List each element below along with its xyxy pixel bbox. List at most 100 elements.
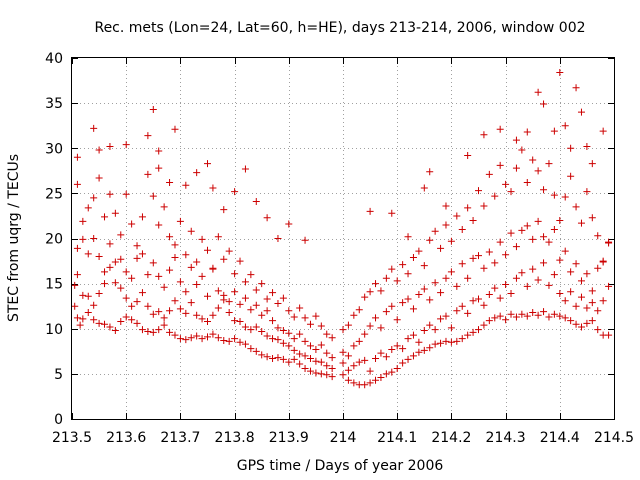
data-point	[355, 337, 363, 345]
data-point	[409, 331, 417, 339]
data-point	[301, 352, 309, 360]
data-point	[399, 345, 407, 353]
y-tick-label: 25	[45, 186, 63, 202]
data-point	[122, 313, 130, 321]
data-point	[361, 381, 369, 389]
data-point	[133, 242, 141, 250]
data-point	[475, 187, 482, 195]
data-point	[529, 309, 537, 317]
data-point	[502, 281, 510, 289]
data-point	[491, 259, 499, 267]
data-point	[193, 169, 201, 177]
y-tick-label: 35	[45, 96, 63, 112]
data-point	[209, 311, 217, 319]
data-point	[258, 327, 266, 335]
data-point	[512, 136, 520, 144]
data-point	[138, 289, 146, 297]
data-point	[296, 330, 304, 338]
data-point	[263, 307, 271, 315]
data-point	[447, 237, 455, 245]
data-point	[453, 307, 461, 315]
x-tick-label: 214.5	[594, 430, 634, 446]
data-point	[247, 345, 255, 353]
data-point	[328, 334, 336, 342]
data-point	[263, 332, 271, 340]
data-point	[496, 312, 504, 320]
data-point	[366, 322, 374, 330]
data-point	[171, 125, 179, 133]
data-point	[247, 271, 255, 279]
data-point	[502, 180, 510, 188]
data-point	[269, 317, 277, 325]
data-point	[160, 283, 168, 291]
x-tick-label: 213.8	[215, 430, 255, 446]
data-point	[567, 172, 575, 180]
data-point	[133, 298, 141, 306]
data-point	[458, 225, 466, 233]
data-point	[512, 164, 520, 172]
data-point	[442, 221, 450, 229]
data-point	[133, 319, 141, 327]
data-point	[366, 288, 374, 296]
data-point	[344, 321, 352, 329]
data-point	[534, 88, 542, 96]
data-point	[561, 247, 569, 255]
y-tick-label: 40	[45, 51, 63, 67]
data-point	[567, 288, 575, 296]
data-point	[71, 302, 79, 310]
data-point	[464, 309, 472, 317]
data-point	[480, 321, 488, 329]
data-point	[437, 244, 445, 252]
data-point	[594, 326, 602, 334]
x-tick-label: 214.4	[540, 430, 580, 446]
data-point	[372, 280, 380, 288]
data-point	[214, 334, 222, 342]
data-point	[534, 311, 542, 319]
data-points	[71, 68, 613, 389]
data-point	[393, 277, 401, 285]
data-point	[182, 288, 190, 296]
data-point	[296, 304, 304, 312]
data-point	[594, 307, 602, 315]
data-point	[550, 271, 558, 279]
y-tick-labels: 0 5 10 15 20 25 30 35 40	[45, 51, 63, 428]
data-point	[469, 254, 477, 262]
data-point	[323, 349, 331, 357]
data-point	[415, 290, 423, 298]
data-point	[73, 244, 81, 252]
data-point	[193, 332, 201, 340]
data-point	[241, 323, 249, 331]
data-point	[426, 168, 434, 176]
data-point	[79, 235, 87, 243]
data-point	[296, 350, 304, 358]
data-point	[388, 209, 396, 217]
data-point	[95, 146, 103, 154]
data-point	[149, 192, 157, 200]
data-point	[382, 353, 390, 361]
chart-title: Rec. mets (Lon=24, Lat=60, h=HE), days 2…	[94, 20, 585, 36]
data-point	[399, 299, 407, 307]
data-point	[572, 260, 580, 268]
data-point	[187, 263, 195, 271]
data-point	[231, 188, 239, 196]
data-point	[274, 235, 282, 242]
data-point	[431, 340, 439, 348]
data-point	[404, 355, 412, 363]
data-point	[171, 253, 179, 261]
data-point	[594, 264, 602, 272]
data-point	[350, 311, 358, 319]
data-point	[550, 225, 558, 233]
data-point	[485, 317, 493, 325]
data-point	[285, 342, 293, 350]
y-tick-label: 10	[45, 322, 63, 338]
data-point	[577, 277, 585, 285]
data-point	[198, 235, 206, 243]
y-tick-label: 15	[45, 277, 63, 293]
data-point	[290, 355, 298, 363]
data-point	[431, 279, 439, 287]
data-point	[458, 335, 466, 343]
data-point	[306, 367, 314, 375]
data-point	[317, 358, 325, 366]
data-point	[361, 330, 369, 338]
y-axis-label: STEC from uqrg / TECUs	[6, 154, 22, 322]
